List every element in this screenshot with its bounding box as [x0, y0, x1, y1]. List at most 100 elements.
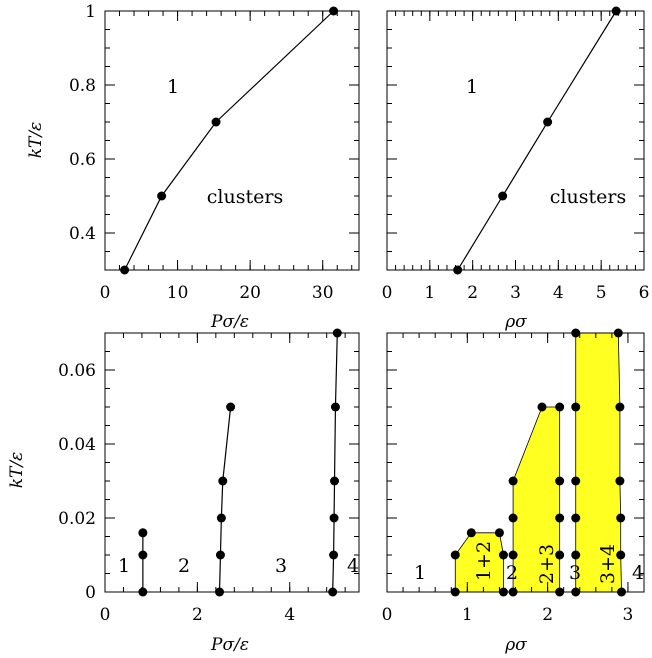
data-point — [138, 550, 148, 560]
data-point — [571, 402, 581, 412]
y-tick-label: 0 — [85, 583, 96, 603]
boundary-line — [124, 10, 335, 271]
coexistence-label-2-3: 2+3 — [536, 544, 558, 584]
coexistence-label-1-2: 1+2 — [473, 541, 495, 581]
data-point — [555, 550, 565, 560]
y-tick-label: 1 — [85, 2, 96, 22]
x-tick-label: 2 — [467, 283, 478, 303]
data-point — [494, 528, 504, 538]
x-axis-label: Pσ/ε — [210, 635, 249, 655]
x-tick-label: 30 — [312, 283, 334, 303]
x-tick-label: 2 — [192, 605, 203, 625]
panel-bottom-right: 0 1 2 3 1 2 3 4 1+2 2+3 3+4 ρσ — [382, 328, 645, 655]
x-tick-label: 0 — [382, 283, 393, 303]
x-tick-label: 10 — [167, 283, 189, 303]
panel-bottom-left-frame — [104, 332, 360, 593]
x-tick-label: 4 — [284, 605, 295, 625]
panel-top-left-frame — [104, 10, 360, 271]
y-tick-label: 0.8 — [69, 76, 96, 96]
y-tick-label: 0.06 — [58, 361, 96, 381]
boundary-line — [332, 332, 338, 593]
region-label-4: 4 — [632, 562, 644, 584]
panel-bottom-left: 0 2 4 0 0.02 0.04 0.06 1 2 3 4 Pσ/ε kT/ε — [7, 328, 360, 655]
data-point — [216, 513, 226, 523]
panel-bottom-right-data — [450, 328, 627, 597]
data-point — [571, 513, 581, 523]
y-axis-label: kT/ε — [7, 452, 27, 489]
data-point — [508, 476, 518, 486]
x-tick-label: 3 — [510, 283, 521, 303]
x-tick-label: 20 — [239, 283, 261, 303]
x-tick-label: 0 — [100, 283, 111, 303]
panel-bottom-left-data — [138, 328, 342, 597]
data-point — [450, 550, 460, 560]
boundary-line — [457, 10, 617, 271]
region-label-3: 3 — [569, 562, 581, 584]
data-point — [330, 402, 340, 412]
panel-bottom-right-fill — [454, 332, 622, 593]
panel-top-right-frame — [386, 10, 645, 271]
region-label-1: 1 — [167, 76, 179, 98]
data-point — [329, 550, 339, 560]
data-point — [508, 550, 518, 560]
data-point — [543, 117, 553, 127]
x-tick-label: 3 — [623, 605, 634, 625]
x-axis-label: Pσ/ε — [210, 312, 249, 332]
data-point — [616, 513, 626, 523]
region-label-clusters: clusters — [207, 186, 283, 208]
y-tick-label: 0.4 — [69, 224, 96, 244]
panel-top-left-data — [120, 6, 339, 275]
panel-top-left: 0 10 20 30 0.4 0.6 0.8 1 1 clusters Pσ/ε kT/ε — [26, 2, 360, 332]
x-axis-label: ρσ — [504, 635, 527, 655]
data-point — [330, 476, 340, 486]
region-label-4: 4 — [347, 555, 359, 577]
y-tick-label: 0.04 — [58, 435, 96, 455]
region-label-1: 1 — [466, 76, 478, 98]
data-point — [508, 513, 518, 523]
panel-bottom-right-frame — [386, 332, 645, 593]
data-point — [329, 513, 339, 523]
region-label-1: 1 — [414, 562, 426, 584]
data-point — [498, 191, 508, 201]
data-point — [466, 528, 476, 538]
x-tick-label: 5 — [596, 283, 607, 303]
data-point — [537, 402, 547, 412]
x-tick-label: 2 — [542, 605, 553, 625]
region-label-3: 3 — [275, 555, 287, 577]
x-tick-label: 1 — [462, 605, 473, 625]
region-label-2: 2 — [178, 555, 190, 577]
panel-top-right-data — [453, 6, 621, 275]
x-tick-label: 4 — [553, 283, 564, 303]
data-point — [226, 402, 236, 412]
data-point — [615, 402, 625, 412]
y-tick-label: 0.6 — [69, 150, 96, 170]
panel-top-right-ticks: 0 1 2 3 4 5 6 — [382, 10, 650, 303]
region-label-clusters: clusters — [550, 186, 626, 208]
panel-bottom-left-ticks: 0 2 4 0 0.02 0.04 0.06 — [58, 332, 359, 625]
boundary-line — [218, 406, 232, 593]
data-point — [498, 550, 508, 560]
x-tick-label: 6 — [639, 283, 650, 303]
panel-top-right: 0 1 2 3 4 5 6 1 clusters ρσ — [382, 6, 650, 332]
data-point — [157, 191, 167, 201]
data-point — [615, 476, 625, 486]
data-point — [138, 528, 148, 538]
x-tick-label: 0 — [100, 605, 111, 625]
y-axis-label: kT/ε — [26, 122, 46, 159]
data-point — [555, 513, 565, 523]
data-point — [571, 476, 581, 486]
data-point — [218, 476, 228, 486]
y-tick-label: 0.02 — [58, 509, 96, 529]
data-point — [555, 402, 565, 412]
data-point — [215, 550, 225, 560]
data-point — [555, 476, 565, 486]
data-point — [616, 550, 626, 560]
region-label-1: 1 — [118, 555, 130, 577]
x-tick-label: 0 — [382, 605, 393, 625]
x-tick-label: 1 — [424, 283, 435, 303]
data-point — [211, 117, 221, 127]
region-label-2: 2 — [506, 562, 518, 584]
panel-top-left-ticks: 0 10 20 30 0.4 0.6 0.8 1 — [69, 2, 359, 303]
x-axis-label: ρσ — [504, 312, 527, 332]
